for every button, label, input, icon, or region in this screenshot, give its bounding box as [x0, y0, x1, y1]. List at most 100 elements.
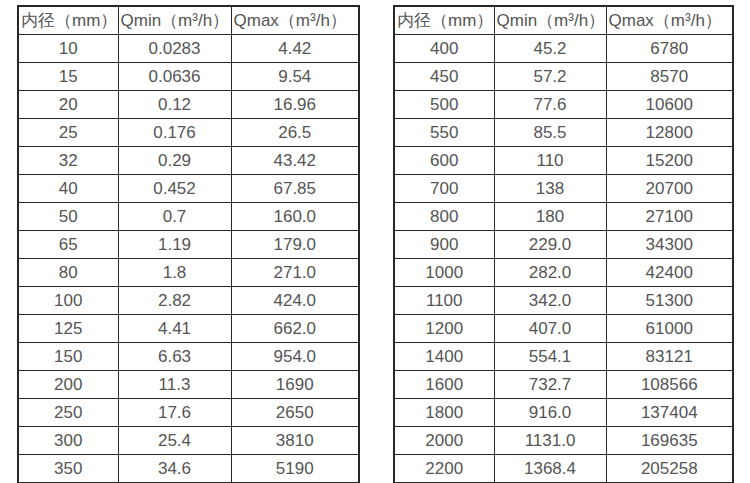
table-row: 651.19179.0: [18, 231, 359, 259]
page: 内径（mm） Qmin（m³/h） Qmax（m³/h） 100.02834.4…: [0, 0, 750, 483]
qmin-cell: 916.0: [494, 399, 606, 427]
table-row: 1100342.051300: [394, 287, 733, 315]
table-row: 100.02834.42: [18, 35, 359, 63]
table-row: 150.06369.54: [18, 63, 359, 91]
qmin-cell: 1368.4: [494, 455, 606, 483]
qmax-cell: 662.0: [231, 315, 359, 343]
table-row: 20011.31690: [18, 371, 359, 399]
table-row: 1000282.042400: [394, 259, 733, 287]
col-header-diameter: 内径（mm）: [394, 6, 494, 35]
diameter-cell: 800: [394, 203, 494, 231]
qmin-cell: 6.63: [118, 343, 231, 371]
qmax-cell: 160.0: [231, 203, 359, 231]
qmax-cell: 3810: [231, 427, 359, 455]
diameter-cell: 1600: [394, 371, 494, 399]
col-header-qmin: Qmin（m³/h）: [118, 6, 231, 35]
flow-spec-table-small-diameters: 内径（mm） Qmin（m³/h） Qmax（m³/h） 100.02834.4…: [17, 5, 360, 483]
qmax-cell: 9.54: [231, 63, 359, 91]
qmin-cell: 57.2: [494, 63, 606, 91]
qmax-cell: 51300: [606, 287, 733, 315]
table-header-row: 内径（mm） Qmin（m³/h） Qmax（m³/h）: [394, 6, 733, 35]
qmax-cell: 43.42: [231, 147, 359, 175]
table-row: 1600732.7108566: [394, 371, 733, 399]
qmin-cell: 554.1: [494, 343, 606, 371]
table-row: 900229.034300: [394, 231, 733, 259]
table-row: 1400554.183121: [394, 343, 733, 371]
diameter-cell: 700: [394, 175, 494, 203]
diameter-cell: 20: [18, 91, 118, 119]
qmax-cell: 205258: [606, 455, 733, 483]
qmax-cell: 15200: [606, 147, 733, 175]
qmax-cell: 179.0: [231, 231, 359, 259]
table-row: 801.8271.0: [18, 259, 359, 287]
diameter-cell: 450: [394, 63, 494, 91]
qmin-cell: 0.452: [118, 175, 231, 203]
qmin-cell: 0.12: [118, 91, 231, 119]
qmin-cell: 77.6: [494, 91, 606, 119]
qmax-cell: 2650: [231, 399, 359, 427]
diameter-cell: 550: [394, 119, 494, 147]
qmin-cell: 138: [494, 175, 606, 203]
qmin-cell: 229.0: [494, 231, 606, 259]
qmax-cell: 27100: [606, 203, 733, 231]
qmin-cell: 0.0283: [118, 35, 231, 63]
col-header-diameter: 内径（mm）: [18, 6, 118, 35]
qmax-cell: 954.0: [231, 343, 359, 371]
qmax-cell: 12800: [606, 119, 733, 147]
qmin-cell: 0.0636: [118, 63, 231, 91]
qmin-cell: 1131.0: [494, 427, 606, 455]
table-row: 1800916.0137404: [394, 399, 733, 427]
diameter-cell: 10: [18, 35, 118, 63]
qmin-cell: 25.4: [118, 427, 231, 455]
qmax-cell: 10600: [606, 91, 733, 119]
qmin-cell: 407.0: [494, 315, 606, 343]
diameter-cell: 125: [18, 315, 118, 343]
diameter-cell: 1000: [394, 259, 494, 287]
diameter-cell: 600: [394, 147, 494, 175]
table-row: 25017.62650: [18, 399, 359, 427]
table-body: 100.02834.42150.06369.54200.1216.96250.1…: [18, 35, 359, 483]
qmin-cell: 45.2: [494, 35, 606, 63]
qmax-cell: 424.0: [231, 287, 359, 315]
qmax-cell: 83121: [606, 343, 733, 371]
qmin-cell: 85.5: [494, 119, 606, 147]
qmax-cell: 271.0: [231, 259, 359, 287]
table-row: 22001368.4205258: [394, 455, 733, 483]
qmin-cell: 2.82: [118, 287, 231, 315]
diameter-cell: 350: [18, 455, 118, 483]
diameter-cell: 500: [394, 91, 494, 119]
table-row: 250.17626.5: [18, 119, 359, 147]
diameter-cell: 300: [18, 427, 118, 455]
qmax-cell: 67.85: [231, 175, 359, 203]
table-row: 20001131.0169635: [394, 427, 733, 455]
qmax-cell: 169635: [606, 427, 733, 455]
qmax-cell: 61000: [606, 315, 733, 343]
table-row: 320.2943.42: [18, 147, 359, 175]
diameter-cell: 900: [394, 231, 494, 259]
qmax-cell: 20700: [606, 175, 733, 203]
diameter-cell: 400: [394, 35, 494, 63]
table-row: 70013820700: [394, 175, 733, 203]
qmax-cell: 4.42: [231, 35, 359, 63]
qmin-cell: 11.3: [118, 371, 231, 399]
qmin-cell: 0.176: [118, 119, 231, 147]
table-row: 1254.41662.0: [18, 315, 359, 343]
qmax-cell: 108566: [606, 371, 733, 399]
table-row: 45057.28570: [394, 63, 733, 91]
qmin-cell: 0.29: [118, 147, 231, 175]
table-row: 400.45267.85: [18, 175, 359, 203]
diameter-cell: 1100: [394, 287, 494, 315]
table-row: 30025.43810: [18, 427, 359, 455]
table-row: 55085.512800: [394, 119, 733, 147]
header-row: 内径（mm） Qmin（m³/h） Qmax（m³/h）: [394, 6, 733, 35]
diameter-cell: 25: [18, 119, 118, 147]
diameter-cell: 1400: [394, 343, 494, 371]
qmin-cell: 110: [494, 147, 606, 175]
flow-spec-table-large-diameters: 内径（mm） Qmin（m³/h） Qmax（m³/h） 40045.26780…: [393, 5, 734, 483]
header-row: 内径（mm） Qmin（m³/h） Qmax（m³/h）: [18, 6, 359, 35]
qmax-cell: 137404: [606, 399, 733, 427]
table-row: 500.7160.0: [18, 203, 359, 231]
qmin-cell: 732.7: [494, 371, 606, 399]
diameter-cell: 2200: [394, 455, 494, 483]
table-row: 80018027100: [394, 203, 733, 231]
